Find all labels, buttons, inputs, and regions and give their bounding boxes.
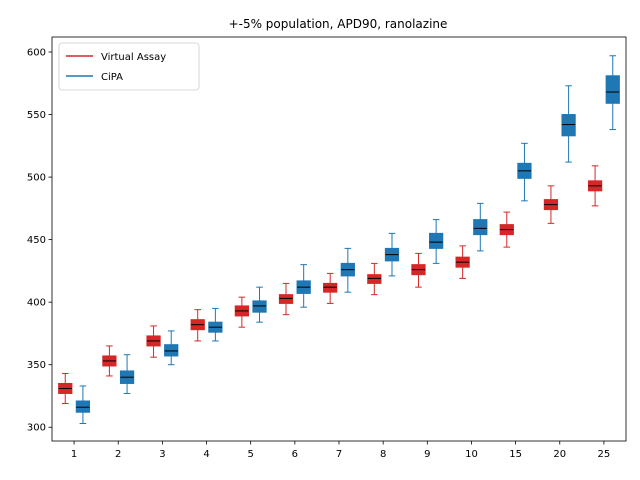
legend-label: Virtual Assay <box>101 52 166 63</box>
box-cipa-1 <box>75 385 91 424</box>
x-tick-label: 8 <box>380 449 386 460</box>
legend-label: CiPA <box>101 72 123 83</box>
box-virtual-assay-3 <box>146 325 161 358</box>
y-tick-label: 550 <box>27 110 46 121</box>
box-body <box>473 219 488 236</box>
box-cipa-5 <box>252 286 267 323</box>
box-body <box>323 282 338 293</box>
plot-area <box>58 55 620 424</box>
box-body <box>605 75 620 104</box>
box-body <box>429 232 444 249</box>
box-cipa-25 <box>605 55 620 131</box>
box-cipa-2 <box>119 354 135 394</box>
axes: 300 350 400 450 500 550 600 1 2 3 4 5 6 7 8 9 10 15 20 25 <box>27 36 627 460</box>
chart-title: +-5% population, APD90, ranolazine <box>229 17 448 31</box>
y-tick-label: 450 <box>27 235 46 246</box>
x-tick-label: 6 <box>292 449 298 460</box>
box-cipa-15 <box>517 142 532 202</box>
box-cipa-8 <box>384 232 400 277</box>
box-virtual-assay-9 <box>411 252 426 288</box>
box-virtual-assay-7 <box>323 272 338 304</box>
box-cipa-7 <box>340 247 355 293</box>
x-tick-label: 1 <box>71 449 77 460</box>
box-cipa-9 <box>429 219 444 264</box>
x-tick-label: 20 <box>553 449 566 460</box>
x-tick-label: 2 <box>115 449 121 460</box>
box-virtual-assay-1 <box>58 372 73 404</box>
box-body <box>561 114 576 137</box>
box-body <box>367 274 382 284</box>
box-virtual-assay-15 <box>499 211 514 248</box>
box-virtual-assay-25 <box>587 165 603 207</box>
box-body <box>252 300 267 313</box>
x-tick-label: 9 <box>424 449 430 460</box>
box-virtual-assay-20 <box>543 185 559 224</box>
x-tick-label: 10 <box>465 449 478 460</box>
box-virtual-assay-4 <box>190 309 205 342</box>
box-virtual-assay-5 <box>234 296 249 328</box>
x-tick-label: 25 <box>598 449 611 460</box>
y-tick-label: 400 <box>27 298 46 309</box>
box-virtual-assay-2 <box>102 345 117 377</box>
y-tick-label: 350 <box>27 360 46 371</box>
x-tick-label: 7 <box>336 449 342 460</box>
box-virtual-assay-10 <box>455 245 470 279</box>
x-tick-label: 15 <box>509 449 522 460</box>
box-body <box>164 344 179 357</box>
box-body <box>278 294 294 304</box>
box-body <box>75 400 91 413</box>
plot-frame <box>51 36 627 442</box>
box-virtual-assay-8 <box>367 262 382 296</box>
box-cipa-20 <box>561 85 576 163</box>
x-tick-label: 3 <box>159 449 165 460</box>
y-tick-label: 600 <box>27 48 46 59</box>
x-tick-label: 5 <box>248 449 254 460</box>
box-virtual-assay-6 <box>278 282 294 316</box>
y-tick-label: 500 <box>27 173 46 184</box>
box-cipa-3 <box>164 330 179 366</box>
y-tick-label: 300 <box>27 423 46 434</box>
legend: Virtual Assay CiPA <box>58 42 200 91</box>
x-tick-label: 4 <box>203 449 209 460</box>
legend-frame <box>58 42 200 91</box>
box-cipa-10 <box>473 202 488 252</box>
box-cipa-6 <box>296 264 311 308</box>
box-cipa-4 <box>208 307 223 342</box>
